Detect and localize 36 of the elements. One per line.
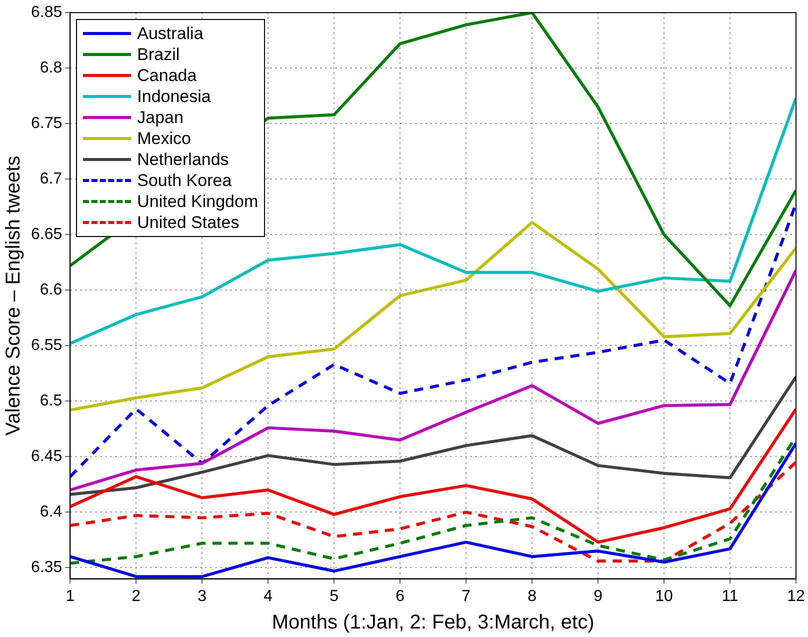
y-tick-label: 6.85 [31, 4, 62, 22]
x-tick-label: 4 [264, 588, 273, 605]
y-tick-label: 6.7 [40, 170, 62, 188]
legend-label: Indonesia [137, 86, 211, 107]
legend-label: Netherlands [137, 148, 229, 170]
x-tick-label: 2 [132, 588, 141, 605]
x-tick-label: 8 [528, 588, 537, 605]
x-tick-label: 3 [198, 588, 207, 605]
x-tick-label: 5 [330, 588, 339, 605]
x-tick-label: 9 [594, 588, 603, 605]
legend-label: Australia [137, 22, 204, 44]
x-tick-label: 10 [655, 588, 674, 605]
y-tick-label: 6.8 [40, 60, 62, 77]
y-tick-label: 6.5 [40, 392, 62, 410]
line-series [70, 460, 796, 563]
legend-label: Mexico [137, 128, 191, 149]
legend-label: Brazil [137, 44, 180, 65]
legend-label: United Kingdom [137, 190, 258, 212]
y-axis-title: Valence Score – English tweets [2, 156, 25, 436]
y-tick-label: 6.55 [31, 337, 62, 354]
y-tick-label: 6.4 [40, 504, 62, 521]
x-tick-label: 1 [66, 588, 75, 605]
legend-label: Japan [137, 106, 184, 128]
x-tick-label: 11 [722, 588, 738, 605]
legend-label: United States [137, 212, 240, 233]
legend-label: South Korea [137, 170, 232, 191]
legend-label: Canada [137, 64, 197, 86]
x-tick-label: 7 [462, 588, 471, 605]
x-axis-title: Months (1:Jan, 2: Feb, 3:March, etc) [272, 612, 594, 634]
x-tick-label: 12 [787, 588, 805, 605]
y-tick-label: 6.65 [31, 226, 62, 244]
y-tick-label: 6.45 [31, 448, 62, 466]
x-tick-label: 6 [396, 588, 405, 605]
y-tick-label: 6.75 [31, 115, 62, 132]
y-tick-label: 6.35 [31, 559, 62, 576]
y-tick-label: 6.6 [40, 282, 62, 299]
